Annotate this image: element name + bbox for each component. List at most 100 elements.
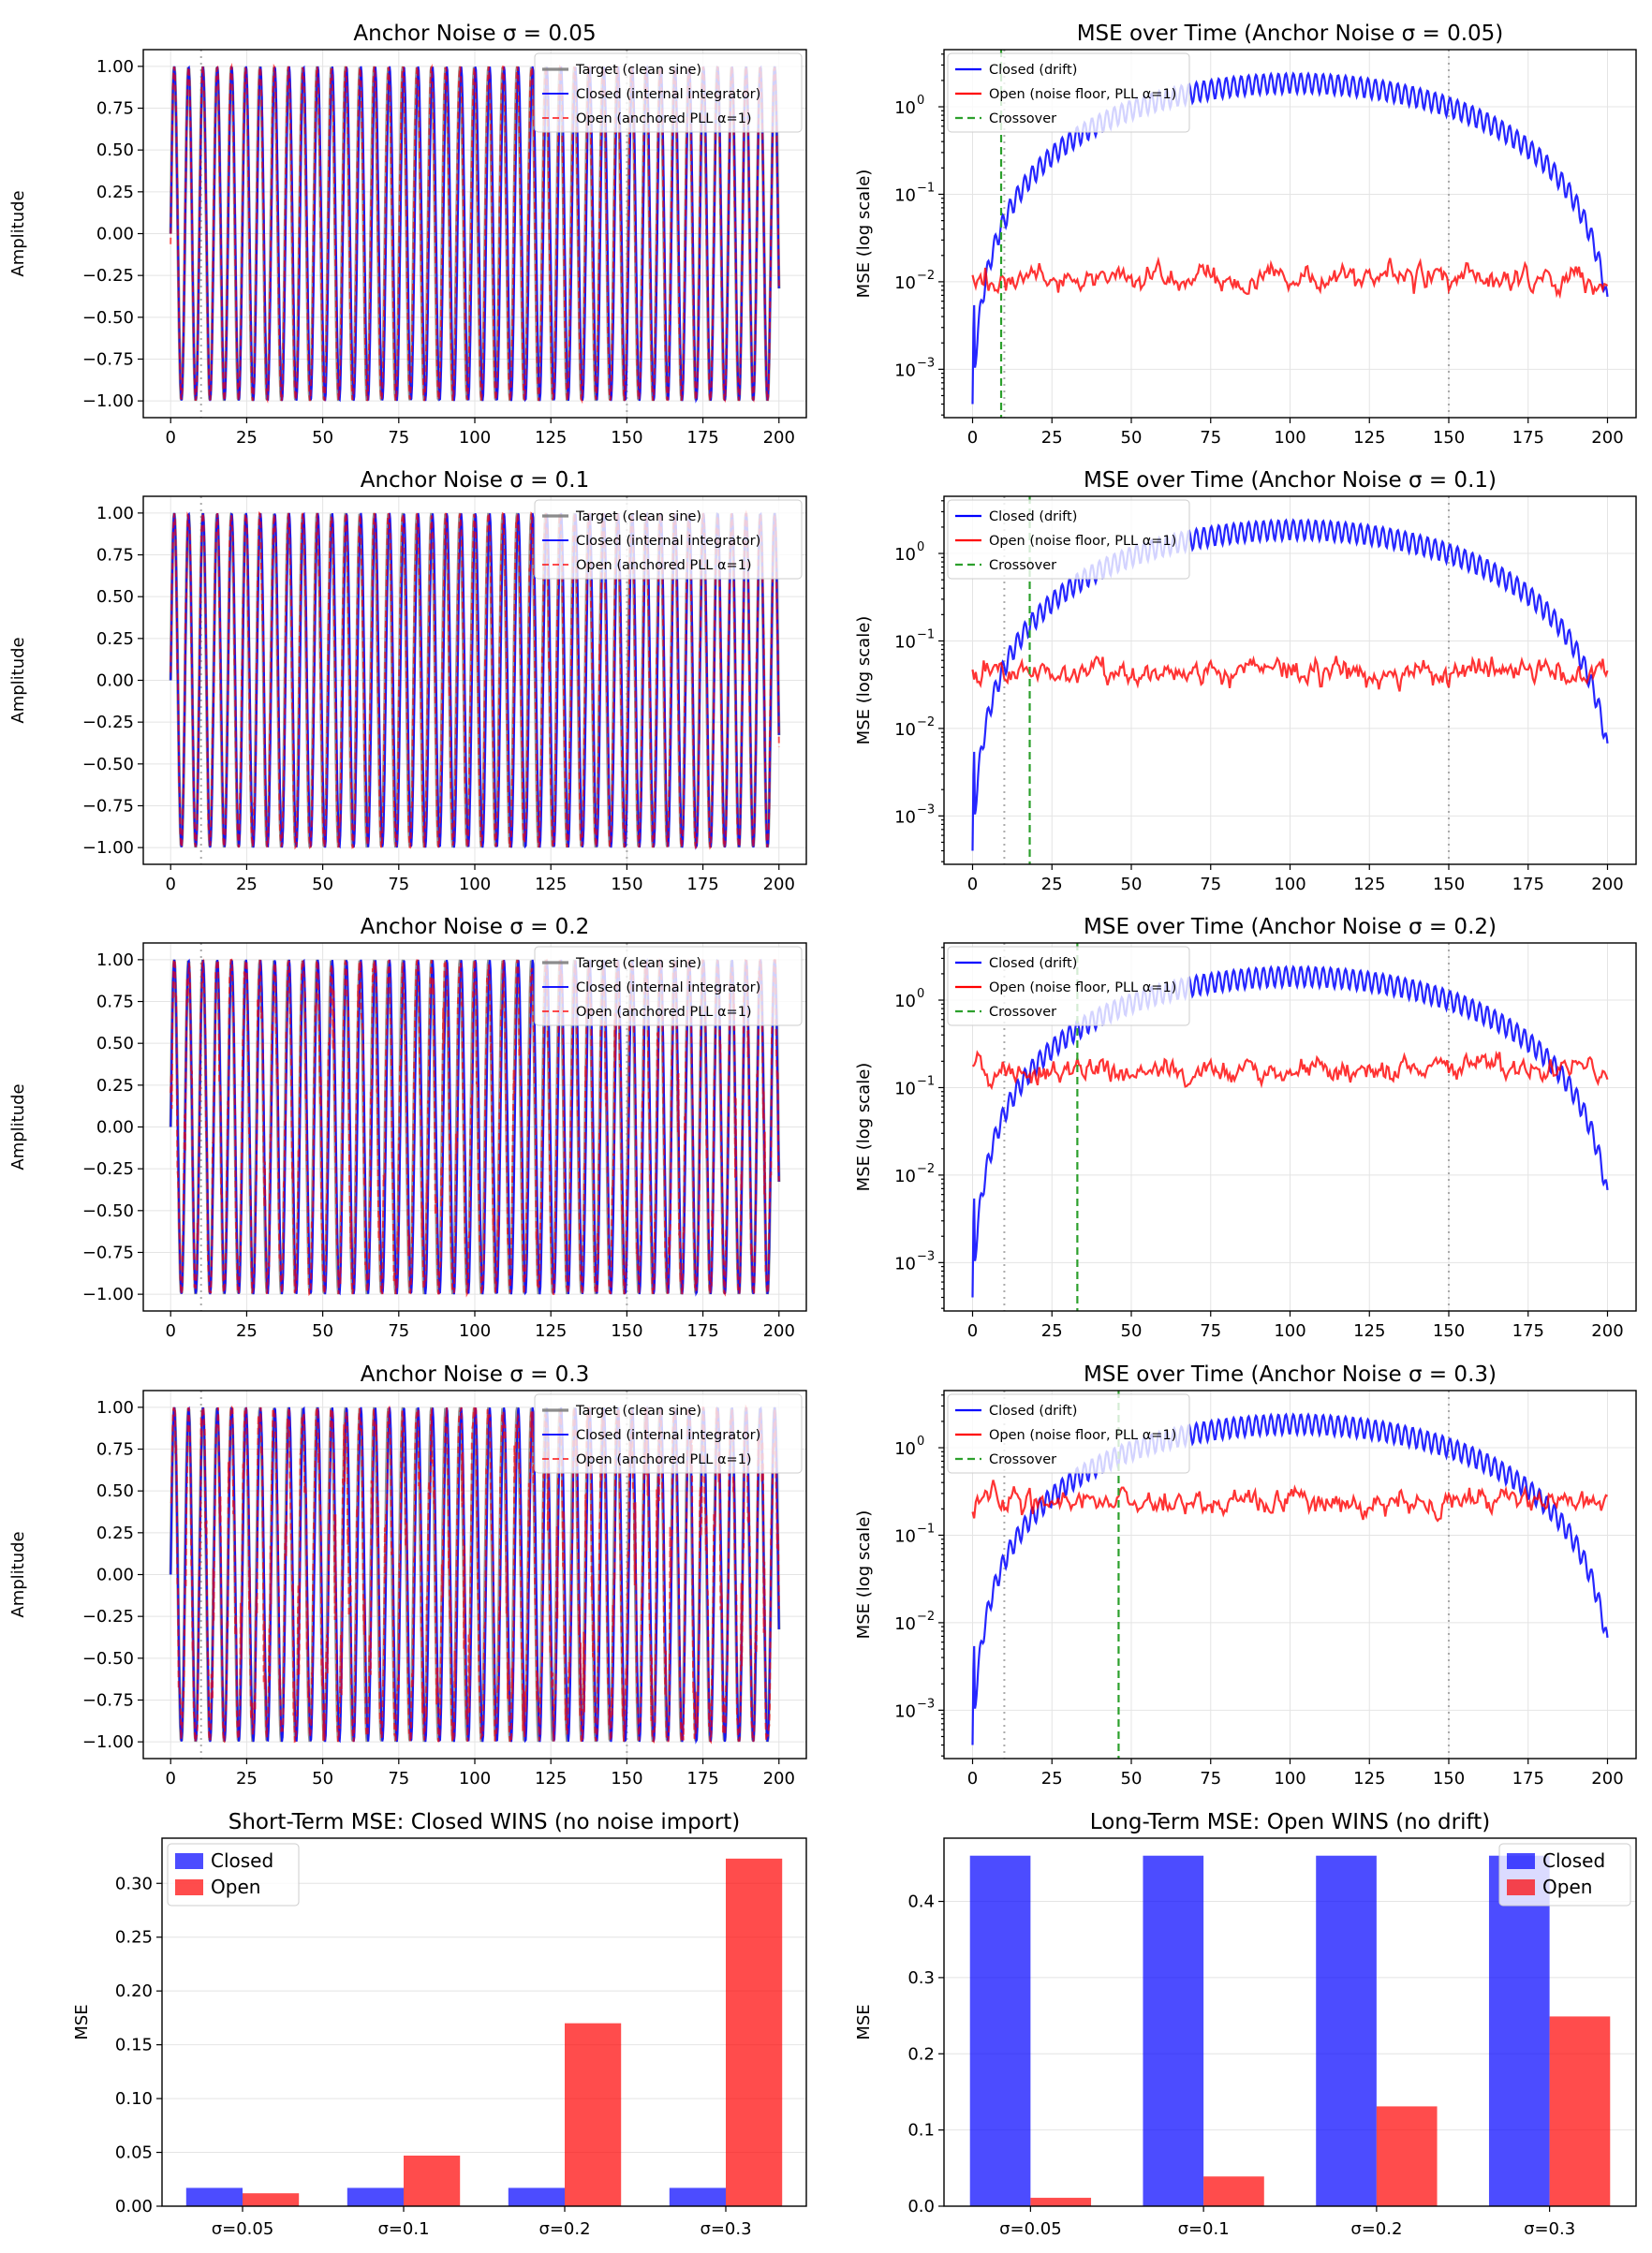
legend-box [947, 1393, 1190, 1474]
mse-chart-7: MSE over Time (Anchor Noise σ = 0.3) MSE … [854, 1362, 1637, 1789]
y-tick-exponent: 0 [917, 1435, 924, 1449]
plot-frame [142, 495, 807, 865]
y-axis-label: Amplitude [8, 190, 28, 276]
legend-label: Crossover [989, 1005, 1056, 1020]
bar-closed [185, 2187, 243, 2206]
y-tick-label: −0.50 [82, 1201, 134, 1221]
series-open-line [971, 1480, 1608, 1523]
x-tick-label: 50 [312, 428, 333, 448]
y-tick-label: 0.00 [96, 1118, 134, 1138]
y-tick-label: −0.75 [82, 349, 134, 369]
x-tick-label: 175 [1512, 1769, 1544, 1789]
legend-box [947, 52, 1190, 133]
chart-title: Anchor Noise σ = 0.1 [361, 468, 590, 493]
plot-frame [943, 495, 1637, 865]
legend-swatch [175, 1853, 203, 1869]
x-tick-label: 125 [1353, 428, 1385, 448]
legend-label: Open (anchored PLL α=1) [576, 111, 752, 126]
x-tick-label: 75 [1200, 428, 1221, 448]
plot-frame [142, 942, 807, 1312]
y-tick-label: −1.00 [82, 1285, 134, 1304]
signal-chart-0: Anchor Noise σ = 0.05 Amplitude 0 25 50 75 100… [8, 22, 807, 448]
y-tick-label: 0.10 [115, 2089, 153, 2109]
x-tick-label: 25 [236, 875, 258, 894]
y-tick-label: 0.25 [96, 1076, 134, 1096]
x-tick-label: 100 [1274, 875, 1305, 894]
y-tick-exponent: −1 [917, 181, 935, 195]
y-tick-label: 0.00 [115, 2197, 153, 2216]
legend: Target (clean sine) Closed (internal inte… [534, 1393, 803, 1474]
y-tick-exponent: −2 [917, 1610, 935, 1624]
x-tick-label: 25 [236, 428, 258, 448]
x-tick-label: 175 [686, 875, 718, 894]
bar-closed [969, 1855, 1031, 2206]
x-tick-label: 175 [686, 1769, 718, 1789]
x-tick-label: 125 [535, 875, 567, 894]
legend: Closed Open [167, 1843, 300, 1907]
y-tick-label: 0.0 [907, 2197, 935, 2216]
bar-closed [347, 2187, 404, 2206]
x-tick-label: 100 [459, 428, 491, 448]
y-tick-label: −1.00 [82, 391, 134, 411]
bar-chart-8: Short-Term MSE: Closed WINS (no noise im… [72, 1810, 807, 2239]
x-tick-label: 200 [1591, 875, 1623, 894]
y-tick-label: 0.00 [96, 225, 134, 244]
y-tick-label: 10 [894, 1254, 916, 1274]
y-tick-label: 10 [894, 632, 916, 652]
y-axis-label: Amplitude [8, 637, 28, 723]
legend-label: Closed (internal integrator) [576, 1428, 760, 1443]
legend: Closed Open [1498, 1843, 1631, 1907]
x-tick-label: 75 [388, 1769, 409, 1789]
y-tick-label: 0.50 [96, 140, 134, 160]
y-tick-label: −0.25 [82, 266, 134, 286]
x-tick-label: 25 [1041, 1321, 1063, 1341]
x-tick-label: 175 [1512, 875, 1544, 894]
x-tick-label: 100 [459, 1321, 491, 1341]
bar-open [404, 2155, 461, 2206]
x-category-label: σ=0.2 [1350, 2219, 1402, 2239]
x-tick-label: 125 [535, 428, 567, 448]
signal-chart-2: Anchor Noise σ = 0.1 Amplitude 0 25 50 75 100 1… [8, 468, 807, 894]
y-tick-label: 0.1 [907, 2121, 935, 2141]
legend-label: Closed (internal integrator) [576, 980, 760, 995]
chart-title: MSE over Time (Anchor Noise σ = 0.05) [1077, 22, 1504, 46]
x-category-label: σ=0.05 [212, 2219, 274, 2239]
plot-frame [943, 942, 1637, 1312]
bar-closed [669, 2187, 726, 2206]
legend-box [947, 946, 1190, 1026]
x-tick-label: 0 [967, 1769, 978, 1789]
x-tick-label: 150 [1433, 875, 1465, 894]
bar-open [1376, 2106, 1438, 2206]
chart-title: Anchor Noise σ = 0.05 [353, 22, 596, 46]
y-tick-label: 10 [894, 992, 916, 1011]
bar-open [243, 2193, 300, 2206]
x-tick-label: 100 [1274, 1769, 1305, 1789]
y-tick-label: −0.50 [82, 308, 134, 328]
legend-label: Crossover [989, 111, 1056, 126]
x-tick-label: 75 [388, 875, 409, 894]
y-tick-label: −0.50 [82, 755, 134, 774]
series-open-line [971, 1050, 1609, 1091]
bar-open [1030, 2198, 1092, 2206]
legend-label: Open [211, 1876, 260, 1898]
y-tick-exponent: 0 [917, 94, 924, 108]
x-tick-label: 50 [312, 1321, 333, 1341]
x-tick-label: 25 [1041, 875, 1063, 894]
x-tick-label: 75 [388, 428, 409, 448]
legend: Closed (drift) Open (noise floor, PLL α=1… [947, 499, 1190, 580]
legend-label: Open (noise floor, PLL α=1) [989, 87, 1176, 102]
legend-label: Closed (drift) [989, 63, 1077, 78]
x-tick-label: 175 [1512, 1321, 1544, 1341]
y-tick-label: 0.15 [115, 2036, 153, 2055]
legend: Closed (drift) Open (noise floor, PLL α=1… [947, 946, 1190, 1026]
legend: Target (clean sine) Closed (internal inte… [534, 946, 803, 1026]
legend: Target (clean sine) Closed (internal inte… [534, 52, 803, 133]
legend-label: Open (noise floor, PLL α=1) [989, 1428, 1176, 1443]
x-tick-label: 200 [763, 428, 795, 448]
x-tick-label: 200 [763, 1321, 795, 1341]
x-tick-label: 175 [686, 1321, 718, 1341]
x-tick-label: 100 [459, 875, 491, 894]
plot-frame [142, 49, 807, 419]
bar-open [565, 2023, 622, 2206]
x-tick-label: 150 [1433, 1321, 1465, 1341]
